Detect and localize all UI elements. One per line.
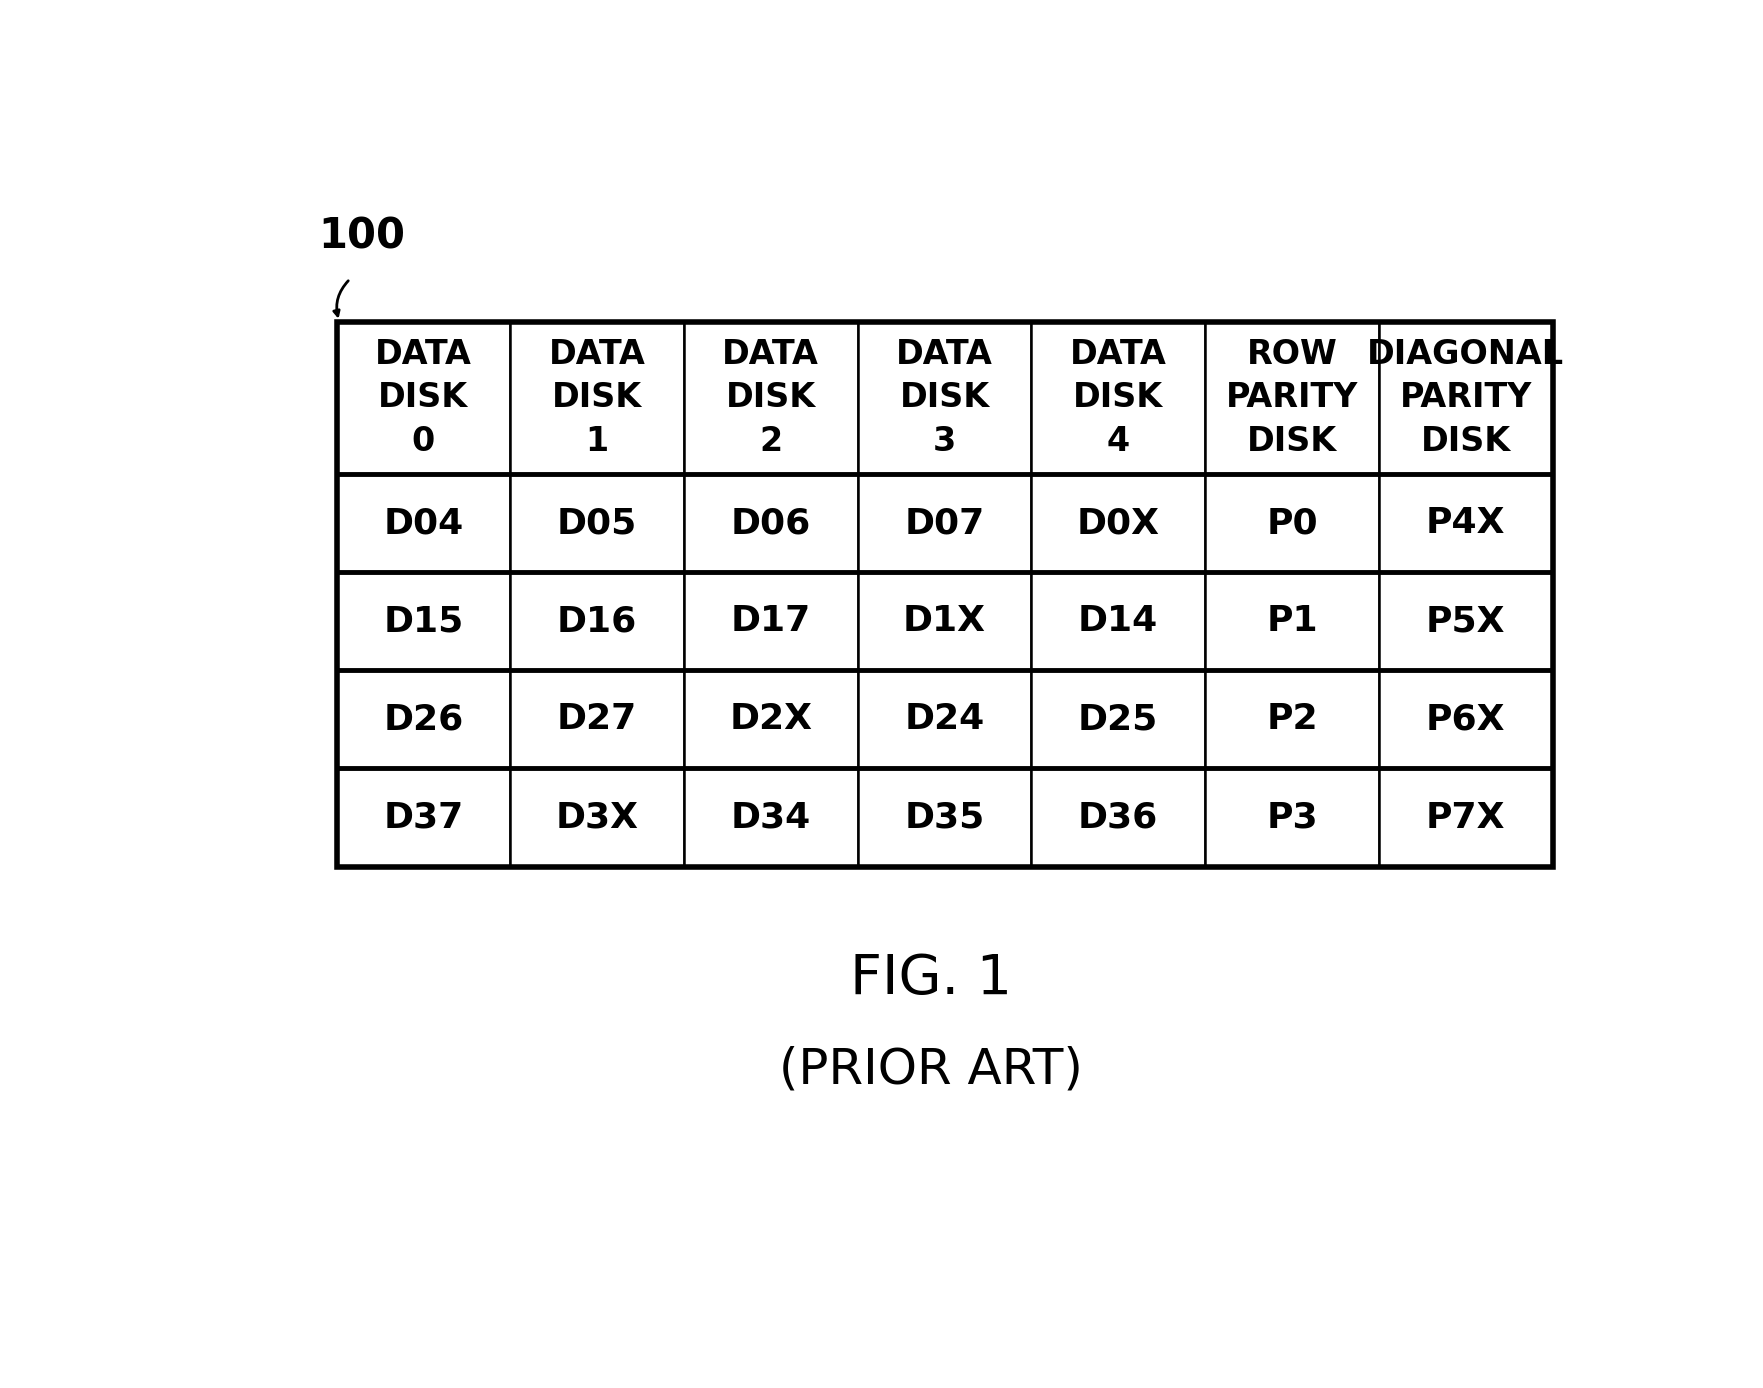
- Text: D14: D14: [1079, 604, 1158, 638]
- Bar: [684, 475, 857, 572]
- Text: D24: D24: [904, 702, 986, 737]
- Bar: [684, 670, 857, 769]
- Text: ROW
PARITY
DISK: ROW PARITY DISK: [1225, 337, 1358, 458]
- Bar: [1379, 322, 1553, 475]
- Text: D34: D34: [730, 801, 811, 834]
- Text: DATA
DISK
4: DATA DISK 4: [1070, 337, 1167, 458]
- Bar: [857, 475, 1031, 572]
- Bar: [510, 322, 684, 475]
- Bar: [1379, 769, 1553, 866]
- Text: DATA
DISK
1: DATA DISK 1: [548, 337, 645, 458]
- Text: D15: D15: [383, 604, 464, 638]
- Text: D3X: D3X: [555, 801, 638, 834]
- Bar: [1206, 572, 1379, 670]
- Bar: [684, 572, 857, 670]
- Bar: [1379, 572, 1553, 670]
- Text: DATA
DISK
3: DATA DISK 3: [896, 337, 993, 458]
- Text: D1X: D1X: [903, 604, 986, 638]
- Bar: [1206, 670, 1379, 769]
- Text: P4X: P4X: [1426, 507, 1506, 540]
- Text: (PRIOR ART): (PRIOR ART): [779, 1045, 1082, 1094]
- Text: D36: D36: [1079, 801, 1158, 834]
- Text: D37: D37: [383, 801, 464, 834]
- Text: P1: P1: [1266, 604, 1317, 638]
- Bar: [337, 322, 1553, 866]
- Bar: [337, 670, 510, 769]
- Bar: [857, 572, 1031, 670]
- Text: DATA
DISK
2: DATA DISK 2: [723, 337, 820, 458]
- Bar: [857, 322, 1031, 475]
- Text: P2: P2: [1266, 702, 1317, 737]
- Bar: [857, 670, 1031, 769]
- Text: P0: P0: [1266, 507, 1317, 540]
- Bar: [1031, 670, 1206, 769]
- Bar: [1031, 572, 1206, 670]
- Bar: [1379, 475, 1553, 572]
- Bar: [1031, 769, 1206, 866]
- Text: D0X: D0X: [1077, 507, 1160, 540]
- Bar: [1206, 475, 1379, 572]
- Bar: [510, 670, 684, 769]
- Text: D17: D17: [730, 604, 811, 638]
- Bar: [1031, 322, 1206, 475]
- Bar: [510, 475, 684, 572]
- Text: D26: D26: [383, 702, 464, 737]
- Bar: [684, 769, 857, 866]
- Bar: [337, 475, 510, 572]
- Text: D04: D04: [383, 507, 464, 540]
- Bar: [1379, 670, 1553, 769]
- Text: 100: 100: [319, 215, 405, 257]
- Text: DATA
DISK
0: DATA DISK 0: [376, 337, 472, 458]
- Text: D07: D07: [904, 507, 986, 540]
- Bar: [510, 572, 684, 670]
- Text: D05: D05: [557, 507, 636, 540]
- Text: P5X: P5X: [1426, 604, 1506, 638]
- Text: D16: D16: [557, 604, 636, 638]
- Text: D2X: D2X: [730, 702, 813, 737]
- Text: D27: D27: [557, 702, 636, 737]
- Bar: [857, 769, 1031, 866]
- Bar: [337, 322, 1553, 866]
- Text: DIAGONAL
PARITY
DISK: DIAGONAL PARITY DISK: [1366, 337, 1564, 458]
- Bar: [684, 322, 857, 475]
- Text: FIG. 1: FIG. 1: [850, 952, 1012, 1006]
- Bar: [337, 769, 510, 866]
- Bar: [1206, 322, 1379, 475]
- Bar: [337, 322, 510, 475]
- Text: P7X: P7X: [1426, 801, 1506, 834]
- Text: D06: D06: [730, 507, 811, 540]
- Bar: [1206, 769, 1379, 866]
- Text: D35: D35: [904, 801, 986, 834]
- Text: D25: D25: [1079, 702, 1158, 737]
- Bar: [337, 572, 510, 670]
- Bar: [510, 769, 684, 866]
- Bar: [1031, 475, 1206, 572]
- Text: P3: P3: [1266, 801, 1317, 834]
- Text: P6X: P6X: [1426, 702, 1506, 737]
